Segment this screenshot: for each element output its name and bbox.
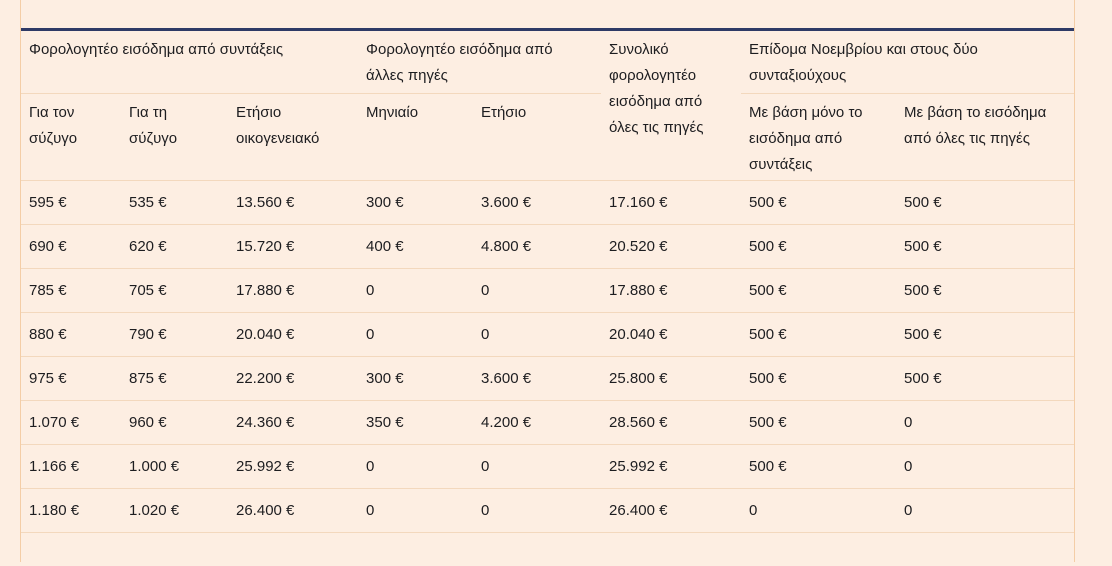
table-cell: 15.720 € [228, 224, 359, 269]
table-cell: 24.360 € [228, 400, 359, 445]
table-cell: 535 € [121, 180, 228, 225]
table-cell: 300 € [358, 180, 474, 225]
table-cell: 4.200 € [473, 400, 602, 445]
table-cell: 595 € [21, 180, 121, 225]
table-cell: 25.992 € [601, 444, 742, 489]
table-cell: 0 [473, 312, 602, 357]
table-cell: 500 € [741, 180, 897, 225]
table-cell: 500 € [896, 356, 1075, 401]
table-cell: 1.180 € [21, 488, 121, 533]
table-cell: 620 € [121, 224, 228, 269]
table-cell: 500 € [896, 268, 1075, 313]
header-annual-family: Ετήσιο οικογενειακό [228, 93, 359, 181]
table-cell: 0 [473, 268, 602, 313]
table-cell: 350 € [358, 400, 474, 445]
header-husband: Για τον σύζυγο [21, 93, 121, 181]
table-cell: 785 € [21, 268, 121, 313]
table-row: 1.166 € 1.000 € 25.992 € 0 0 25.992 € 50… [21, 444, 1075, 489]
pension-allowance-table: Φορολογητέο εισόδημα από συντάξεις Φορολ… [21, 28, 1075, 533]
table-cell: 500 € [741, 312, 897, 357]
table-cell: 1.070 € [21, 400, 121, 445]
table-cell: 20.040 € [601, 312, 742, 357]
table-row: 785 € 705 € 17.880 € 0 0 17.880 € 500 € … [21, 268, 1075, 313]
table-cell: 26.400 € [601, 488, 742, 533]
sub-header-row: Για τον σύζυγο Για τη σύζυγο Ετήσιο οικο… [21, 93, 1075, 181]
table-cell: 690 € [21, 224, 121, 269]
table-header: Φορολογητέο εισόδημα από συντάξεις Φορολ… [21, 29, 1075, 181]
table-cell: 790 € [121, 312, 228, 357]
table-cell: 25.800 € [601, 356, 742, 401]
header-based-on-all-income: Με βάση το εισόδημα από όλες τις πηγές [896, 93, 1075, 181]
group-header-november-allowance: Επίδομα Νοεμβρίου και στους δύο συνταξιο… [741, 29, 1075, 94]
group-header-row: Φορολογητέο εισόδημα από συντάξεις Φορολ… [21, 29, 1075, 181]
table-cell: 975 € [21, 356, 121, 401]
table-cell: 17.880 € [228, 268, 359, 313]
header-monthly: Μηνιαίο [358, 93, 474, 181]
table-cell: 20.040 € [228, 312, 359, 357]
table-cell: 400 € [358, 224, 474, 269]
table-cell: 0 [473, 444, 602, 489]
table-cell: 500 € [741, 224, 897, 269]
table-cell: 300 € [358, 356, 474, 401]
table-cell: 0 [896, 488, 1075, 533]
table-cell: 960 € [121, 400, 228, 445]
header-total-taxable-income: Συνολικό φορολογητέο εισόδημα από όλες τ… [601, 29, 742, 181]
table-body: 595 € 535 € 13.560 € 300 € 3.600 € 17.16… [21, 180, 1075, 533]
table-row: 1.070 € 960 € 24.360 € 350 € 4.200 € 28.… [21, 400, 1075, 445]
table-cell: 1.020 € [121, 488, 228, 533]
table-cell: 0 [358, 488, 474, 533]
table-row: 975 € 875 € 22.200 € 300 € 3.600 € 25.80… [21, 356, 1075, 401]
table-cell: 28.560 € [601, 400, 742, 445]
table-cell: 13.560 € [228, 180, 359, 225]
table-cell: 26.400 € [228, 488, 359, 533]
table-cell: 0 [741, 488, 897, 533]
table-cell: 3.600 € [473, 180, 602, 225]
table-cell: 25.992 € [228, 444, 359, 489]
table-cell: 500 € [741, 400, 897, 445]
table-cell: 0 [896, 444, 1075, 489]
table-cell: 880 € [21, 312, 121, 357]
table-cell: 875 € [121, 356, 228, 401]
table-cell: 0 [358, 268, 474, 313]
header-wife: Για τη σύζυγο [121, 93, 228, 181]
table-cell: 500 € [896, 180, 1075, 225]
header-based-on-pension-income: Με βάση μόνο το εισόδημα από συντάξεις [741, 93, 897, 181]
table-cell: 500 € [741, 444, 897, 489]
table-row: 1.180 € 1.020 € 26.400 € 0 0 26.400 € 0 … [21, 488, 1075, 533]
table-row: 690 € 620 € 15.720 € 400 € 4.800 € 20.52… [21, 224, 1075, 269]
table-cell: 3.600 € [473, 356, 602, 401]
table-cell: 1.000 € [121, 444, 228, 489]
table-cell: 705 € [121, 268, 228, 313]
table-cell: 20.520 € [601, 224, 742, 269]
table-cell: 17.880 € [601, 268, 742, 313]
group-header-pension-income: Φορολογητέο εισόδημα από συντάξεις [21, 29, 359, 94]
table-cell: 0 [473, 488, 602, 533]
table-row: 595 € 535 € 13.560 € 300 € 3.600 € 17.16… [21, 180, 1075, 225]
table-cell: 17.160 € [601, 180, 742, 225]
table-cell: 500 € [896, 312, 1075, 357]
group-header-other-income: Φορολογητέο εισόδημα από άλλες πηγές [358, 29, 602, 94]
header-annual: Ετήσιο [473, 93, 602, 181]
table-cell: 4.800 € [473, 224, 602, 269]
table-cell: 22.200 € [228, 356, 359, 401]
table-row: 880 € 790 € 20.040 € 0 0 20.040 € 500 € … [21, 312, 1075, 357]
table-cell: 500 € [741, 268, 897, 313]
table-cell: 500 € [896, 224, 1075, 269]
table-cell: 0 [358, 312, 474, 357]
table-cell: 1.166 € [21, 444, 121, 489]
table-cell: 0 [896, 400, 1075, 445]
content-panel: Φορολογητέο εισόδημα από συντάξεις Φορολ… [20, 0, 1075, 562]
table-cell: 0 [358, 444, 474, 489]
table-cell: 500 € [741, 356, 897, 401]
